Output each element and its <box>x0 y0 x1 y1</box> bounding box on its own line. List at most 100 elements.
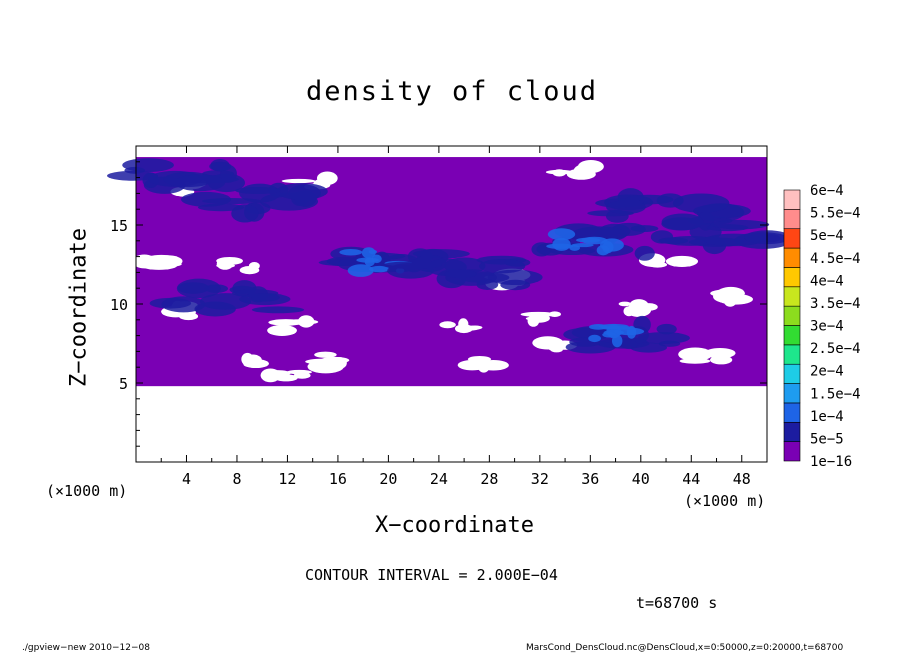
colorbar-segment <box>783 421 801 442</box>
density-blob <box>658 237 689 245</box>
colorbar-label: 3e−4 <box>810 319 844 335</box>
density-blob <box>382 261 443 269</box>
colorbar-label: 1.5e−4 <box>810 386 861 402</box>
x-tick-label: 44 <box>682 470 700 488</box>
clear-gap <box>566 168 596 180</box>
clear-gap <box>458 318 469 330</box>
clear-gap <box>520 311 556 317</box>
density-core <box>547 228 576 241</box>
density-core <box>581 236 608 245</box>
colorbar-segment <box>783 402 801 423</box>
colorbar-label: 4.5e−4 <box>810 251 861 267</box>
density-core <box>611 334 623 348</box>
density-blob <box>209 161 232 172</box>
density-blob <box>175 174 226 192</box>
y-axis-label: Z−coordinate <box>66 228 92 387</box>
colorbar-label: 4e−4 <box>810 273 844 289</box>
colorbar-segment <box>783 344 801 365</box>
density-core <box>339 249 363 256</box>
colorbar-segment <box>783 363 801 384</box>
density-blob <box>500 279 531 291</box>
x-tick-label: 20 <box>379 470 397 488</box>
x-tick-label: 4 <box>182 470 191 488</box>
chart-title: density of cloud <box>305 76 599 107</box>
clear-gap <box>457 359 487 371</box>
density-blob <box>630 342 668 353</box>
contour-interval-text: CONTOUR INTERVAL = 2.000E−04 <box>305 566 558 584</box>
colorbar-segment <box>783 325 801 346</box>
density-core <box>368 249 378 255</box>
clear-gap <box>552 169 566 177</box>
clear-gap <box>673 257 694 266</box>
clear-gap <box>239 266 260 275</box>
time-label: t=68700 s <box>636 594 718 612</box>
colorbar-label: 2e−4 <box>810 364 844 380</box>
x-tick-label: 12 <box>278 470 296 488</box>
x-tick-label: 40 <box>632 470 650 488</box>
clear-gap <box>618 301 631 307</box>
density-core <box>600 325 633 330</box>
density-blob <box>199 293 252 310</box>
density-core <box>364 257 375 267</box>
colorbar-segment <box>783 267 801 288</box>
density-core <box>596 245 610 256</box>
density-blob <box>531 242 552 257</box>
density-blob <box>637 332 690 344</box>
density-blob <box>231 204 259 223</box>
footer-right: MarsCond_DensCloud.nc@DensCloud,x=0:5000… <box>526 643 844 653</box>
density-blob <box>276 183 328 200</box>
density-blob <box>239 293 291 306</box>
x-unit-label-right: (×1000 m) <box>684 492 766 510</box>
clear-gap <box>281 329 294 335</box>
y-tick-label: 15 <box>110 217 128 235</box>
clear-gap <box>284 319 319 325</box>
clear-gap <box>332 357 347 369</box>
density-core <box>552 237 571 251</box>
density-blob <box>235 186 281 194</box>
x-tick-label: 28 <box>480 470 498 488</box>
clear-gap <box>650 256 665 268</box>
y-tick-label: 10 <box>110 296 128 314</box>
x-tick-label: 32 <box>531 470 549 488</box>
clear-gap <box>704 347 736 359</box>
colorbar-label: 1e−16 <box>810 454 852 470</box>
x-axis-label: X−coordinate <box>375 513 534 538</box>
x-tick-label: 16 <box>329 470 347 488</box>
clear-gap <box>264 370 291 377</box>
colorbar-segment <box>783 441 801 462</box>
clear-gap <box>267 324 297 336</box>
y-tick-label: 5 <box>119 375 128 393</box>
density-core <box>588 334 601 343</box>
colorbar-label: 5e−4 <box>810 228 844 244</box>
density-core <box>347 264 374 277</box>
colorbar-segment <box>783 209 801 230</box>
colorbar-segment <box>783 189 801 210</box>
clear-gap <box>152 261 182 267</box>
density-blob <box>710 219 770 230</box>
density-core <box>369 265 390 273</box>
clear-gap <box>316 171 338 185</box>
colorbar-label: 5.5e−4 <box>810 206 861 222</box>
density-blob <box>479 258 526 274</box>
colorbar-label: 1e−4 <box>810 409 844 425</box>
clear-gap <box>625 303 652 317</box>
density-blob <box>661 213 704 231</box>
density-blob <box>176 278 221 299</box>
density-blob <box>634 245 655 261</box>
density-blob <box>122 158 174 173</box>
x-unit-label-left: (×1000 m) <box>46 482 128 500</box>
clear-gap <box>525 316 547 321</box>
x-tick-label: 8 <box>232 470 241 488</box>
clear-gap <box>678 347 713 362</box>
colorbar-segment <box>783 383 801 404</box>
density-blob <box>656 323 677 335</box>
colorbar-label: 6e−4 <box>810 183 844 199</box>
density-blob <box>444 269 477 278</box>
density-core <box>571 243 594 248</box>
density-blob <box>606 200 646 214</box>
clear-gap <box>314 351 337 358</box>
density-blob <box>161 296 206 313</box>
colorbar-label: 2.5e−4 <box>810 341 861 357</box>
clear-gap <box>216 256 243 265</box>
colorbar-label: 5e−5 <box>810 431 844 447</box>
